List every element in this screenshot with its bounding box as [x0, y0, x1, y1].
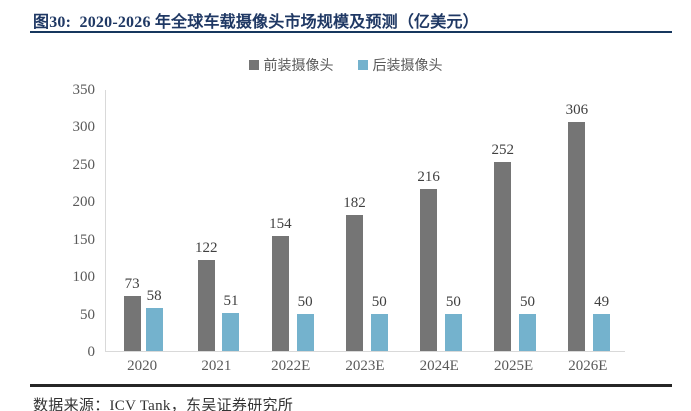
y-tick-label: 50 [80, 306, 95, 323]
legend-label: 前装摄像头 [263, 59, 334, 74]
bar-value-label: 50 [520, 293, 536, 310]
bar [494, 162, 512, 351]
bar-column: 216 [417, 169, 440, 351]
y-tick-label: 150 [72, 231, 96, 248]
bar-value-label: 122 [194, 239, 218, 256]
y-tick-label: 200 [72, 194, 96, 211]
x-axis-label: 2022E [271, 358, 311, 374]
bar-value-label: 50 [445, 293, 461, 310]
bar [271, 235, 289, 351]
legend-item: 后装摄像头 [357, 55, 443, 75]
bar [568, 121, 586, 351]
bar-group: 122 51 [180, 90, 254, 351]
bar-value-label: 50 [371, 293, 387, 310]
x-axis-label: 2025E [493, 358, 534, 374]
bar-value-label: 154 [269, 215, 292, 232]
bar-group: 73 58 [106, 90, 180, 351]
bar-group: 306 49 [551, 90, 625, 351]
bar [296, 313, 314, 351]
bar-value-label: 49 [594, 294, 610, 311]
bar-column: 50 [296, 293, 314, 351]
y-tick-label: 100 [72, 269, 96, 286]
bar-column: 73 [123, 276, 141, 351]
bottom-divider [30, 384, 672, 387]
bar-column: 306 [565, 101, 589, 351]
x-axis-label: 2021 [201, 358, 232, 374]
y-tick-label: 0 [87, 344, 96, 360]
legend-swatch [248, 60, 259, 70]
bar-value-label: 306 [565, 101, 589, 118]
bar-value-label: 73 [124, 276, 140, 293]
bar-value-label: 58 [146, 287, 162, 304]
bar-column: 122 [194, 239, 218, 351]
bar-group: 154 50 [254, 90, 328, 351]
chart-legend: 前装摄像头 后装摄像头 [0, 55, 691, 75]
bar-column: 50 [444, 293, 462, 351]
x-axis-label: 2026E [568, 358, 608, 374]
y-tick-label: 350 [72, 82, 96, 98]
bar [197, 259, 215, 351]
bar-column: 50 [370, 293, 388, 351]
bar-value-label: 182 [343, 194, 366, 211]
legend-item: 前装摄像头 [248, 55, 334, 75]
bar-group: 252 50 [477, 90, 551, 351]
bar [370, 313, 388, 351]
x-axis-labels: 2020 2021 2022E 2023E 2024E 2025E 2026E [105, 358, 625, 375]
bar [420, 189, 438, 351]
source-note: 数据来源：ICV Tank，东吴证券研究所 [33, 398, 294, 411]
title-underline [30, 31, 672, 33]
bar [123, 296, 141, 351]
bar [345, 214, 363, 351]
bar [222, 312, 240, 351]
legend-swatch [357, 60, 368, 70]
figure-title: 图30: 2020-2026 年全球车载摄像头市场规模及预测（亿美元） [33, 14, 479, 31]
bar-value-label: 252 [491, 142, 515, 159]
legend-label: 后装摄像头 [372, 59, 443, 74]
bar-column: 49 [593, 294, 611, 351]
bar-value-label: 51 [223, 292, 239, 309]
bar-column: 58 [145, 287, 163, 351]
bar-column: 182 [343, 195, 366, 351]
bar-value-label: 50 [297, 293, 313, 310]
bar-column: 51 [222, 292, 240, 351]
plot-area: 73 58 122 51 154 50 182 50 216 50 252 50 306 49 [105, 90, 625, 352]
bar-column: 154 [269, 216, 292, 351]
x-axis-label: 2020 [127, 358, 158, 374]
bar [145, 307, 163, 351]
x-axis-label: 2024E [419, 358, 459, 374]
bar-column: 252 [491, 142, 515, 351]
bar-value-label: 216 [417, 169, 440, 186]
x-axis-label: 2023E [345, 358, 385, 374]
bar [593, 314, 611, 351]
bar [444, 313, 462, 351]
bar-column: 50 [519, 293, 537, 351]
bar-group: 182 50 [328, 90, 402, 351]
y-tick-label: 250 [72, 156, 96, 173]
bar [519, 313, 537, 351]
y-tick-label: 300 [72, 119, 96, 136]
bar-group: 216 50 [403, 90, 477, 351]
